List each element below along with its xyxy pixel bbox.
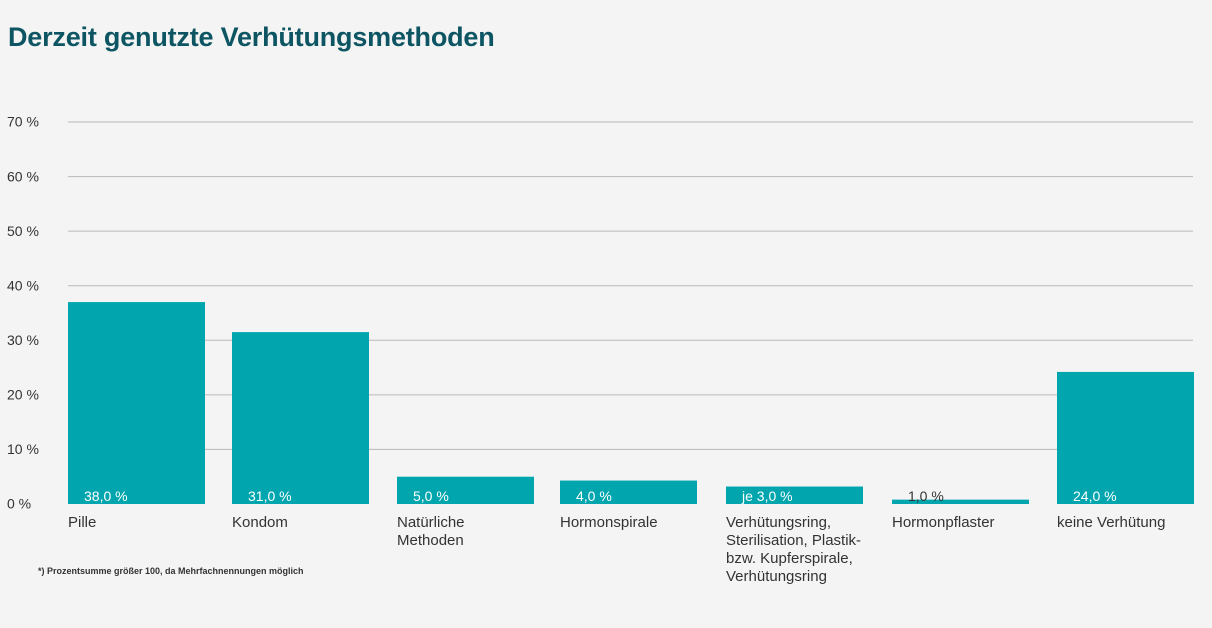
data-labels: 38,0 % 31,0 % 5,0 % 4,0 % je 3,0 % 1,0 % 24,0 … bbox=[84, 488, 1117, 504]
x-category-label: Verhütungsring, Sterilisation, Plastik-bz… bbox=[726, 514, 861, 585]
data-label: 38,0 % bbox=[84, 488, 128, 504]
x-axis-labels: Pille Kondom Natürliche Methoden Hormonspira… bbox=[68, 514, 1165, 585]
x-category-label-line: Natürliche bbox=[397, 514, 465, 531]
y-tick-label: 0 % bbox=[7, 496, 31, 512]
bars bbox=[68, 302, 1194, 504]
x-category-label-line: Sterilisation, Plastik- bbox=[726, 532, 861, 549]
x-category-label: Hormonpflaster bbox=[892, 514, 995, 531]
bar bbox=[726, 486, 863, 504]
x-category-label: keine Verhütung bbox=[1057, 514, 1165, 531]
y-tick-label: 70 % bbox=[7, 114, 39, 130]
bar bbox=[397, 476, 534, 504]
y-tick-label: 60 % bbox=[7, 168, 39, 184]
x-category-label-line: bzw. Kupferspirale, bbox=[726, 550, 853, 567]
x-category-label-line: Methoden bbox=[397, 532, 464, 549]
y-tick-label: 20 % bbox=[7, 387, 39, 403]
bar bbox=[68, 302, 205, 504]
bar bbox=[1057, 371, 1194, 504]
data-label: 5,0 % bbox=[413, 488, 449, 504]
x-category-label: Natürliche Methoden bbox=[397, 514, 465, 549]
y-tick-label: 40 % bbox=[7, 277, 39, 293]
x-category-label-line: Verhütungsring, bbox=[726, 514, 831, 531]
x-category-label-line: Kondom bbox=[232, 514, 288, 531]
y-tick-label: 50 % bbox=[7, 223, 39, 239]
bar bbox=[232, 332, 369, 504]
x-category-label: Kondom bbox=[232, 514, 288, 531]
x-category-label-line: Hormonpflaster bbox=[892, 514, 995, 531]
data-label: 24,0 % bbox=[1073, 488, 1117, 504]
data-label: 4,0 % bbox=[576, 488, 612, 504]
footnote: *) Prozentsumme größer 100, da Mehrfachn… bbox=[38, 566, 304, 576]
y-tick-label: 10 % bbox=[7, 441, 39, 457]
bar bbox=[560, 480, 697, 504]
x-category-label-line: Verhütungsring bbox=[726, 568, 827, 585]
data-label: je 3,0 % bbox=[741, 488, 793, 504]
chart-title: Derzeit genutzte Verhütungsmethoden bbox=[8, 22, 495, 52]
bar bbox=[892, 499, 1029, 504]
y-tick-label: 30 % bbox=[7, 332, 39, 348]
x-category-label-line: Hormonspirale bbox=[560, 514, 658, 531]
data-label: 1,0 % bbox=[908, 488, 944, 504]
x-category-label: Pille bbox=[68, 514, 96, 531]
x-category-label-line: Pille bbox=[68, 514, 96, 531]
x-category-label-line: keine Verhütung bbox=[1057, 514, 1165, 531]
y-axis-ticks: 0 % 10 % 20 % 30 % 40 % 50 % 60 % 70 % bbox=[7, 114, 39, 512]
x-category-label: Hormonspirale bbox=[560, 514, 658, 531]
data-label: 31,0 % bbox=[248, 488, 292, 504]
